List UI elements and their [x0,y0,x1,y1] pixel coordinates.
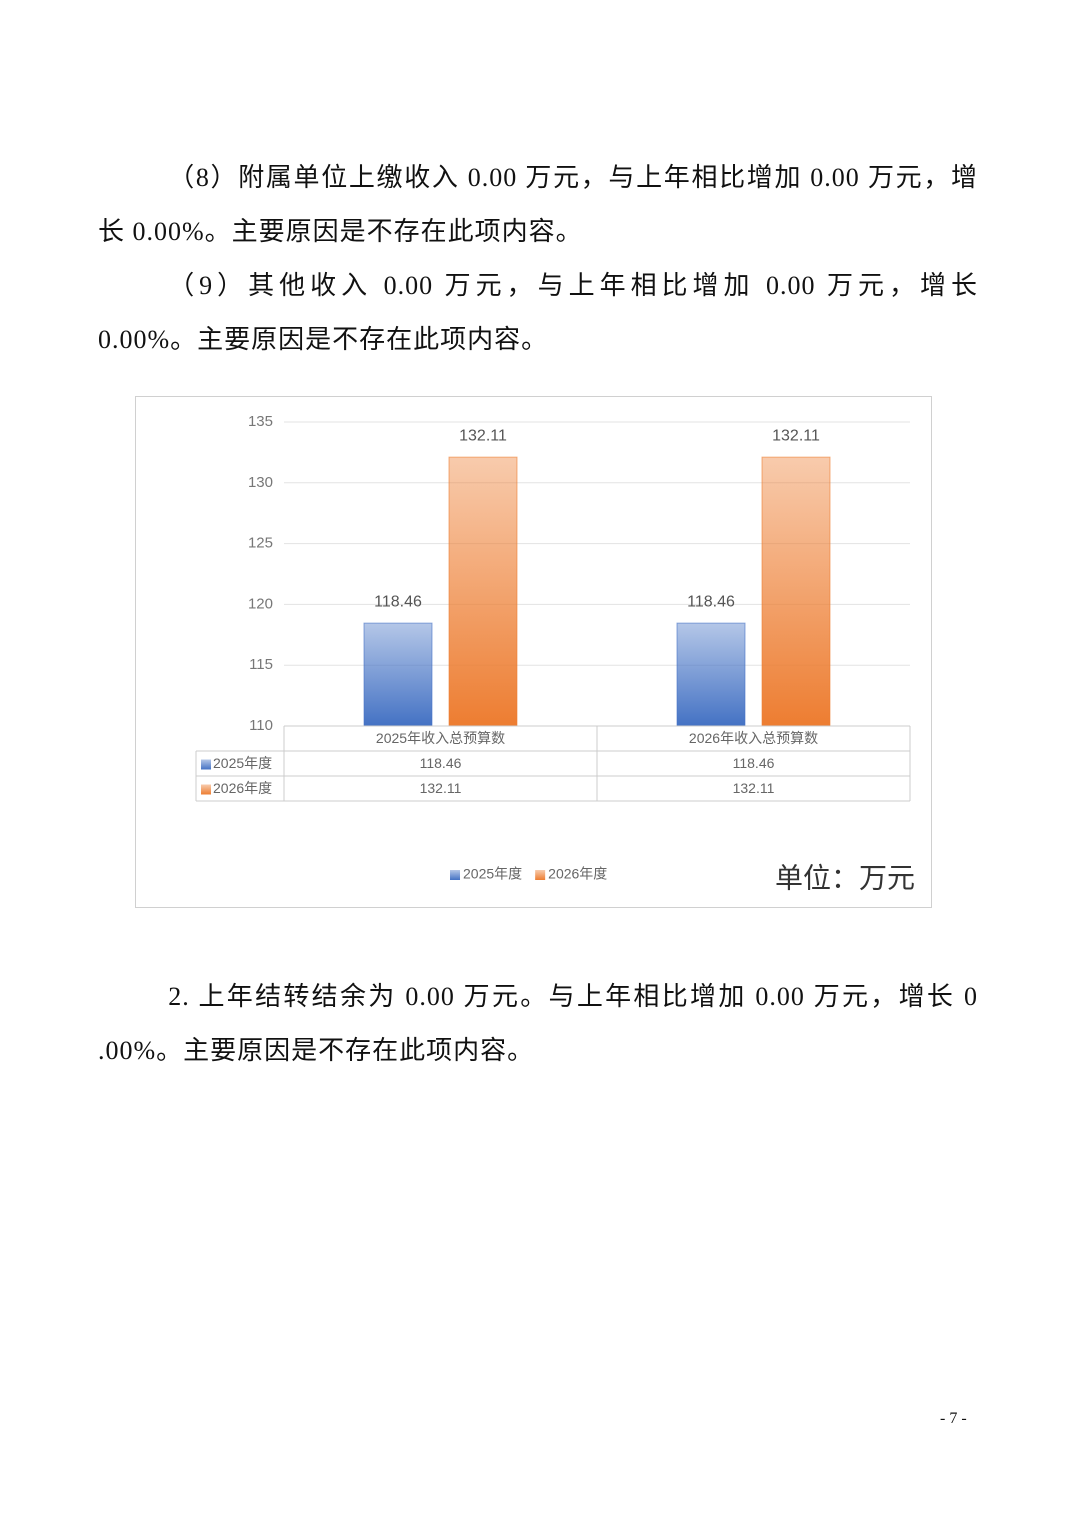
data-label: 118.46 [374,593,422,610]
y-tick-label: 110 [249,717,273,734]
paragraph: （9）其他收入 0.00 万元，与上年相比增加 0.00 万元，增长 0.00%… [98,271,978,354]
unit-note: 单位：万元 [775,862,915,893]
bar [363,622,433,727]
table-cell: 118.46 [733,755,775,771]
x-tick-label: 2026年收入总预算数 [689,730,818,746]
legend-key [450,870,460,880]
legend-label: 2025年度 [463,866,522,882]
data-label: 118.46 [687,593,735,610]
page-number: - 7 - [940,1410,967,1427]
table-row-label: 2025年度 [213,755,272,771]
bar [761,456,831,727]
table-row-label: 2026年度 [213,780,272,796]
legend-label: 2026年度 [548,866,607,882]
legend-key [535,870,546,880]
chart: 单位：万元 110 115 120 125 130 135 118.46 118.46 132.… [135,396,932,908]
x-tick-label: 2025年收入总预算数 [376,730,505,746]
y-tick-label: 125 [248,535,273,552]
paragraph: 2. 上年结转结余为 0.00 万元。与上年相比增加 0.00 万元，增长 0 … [98,982,978,1065]
bar [676,622,746,727]
table-cell: 118.46 [420,755,462,771]
table-cell: 132.11 [420,780,462,796]
y-tick-label: 115 [249,656,273,673]
bar [448,456,518,727]
data-label: 132.11 [772,427,820,444]
paragraph: （8）附属单位上缴收入 0.00 万元，与上年相比增加 0.00 万元，增长 0… [98,163,978,246]
y-tick-label: 120 [248,595,273,612]
table-cell: 132.11 [733,780,775,796]
table-key [201,784,211,795]
data-label: 132.11 [459,427,507,444]
table-key [201,759,211,770]
y-tick-label: 135 [248,413,273,430]
y-tick-label: 130 [248,474,273,491]
